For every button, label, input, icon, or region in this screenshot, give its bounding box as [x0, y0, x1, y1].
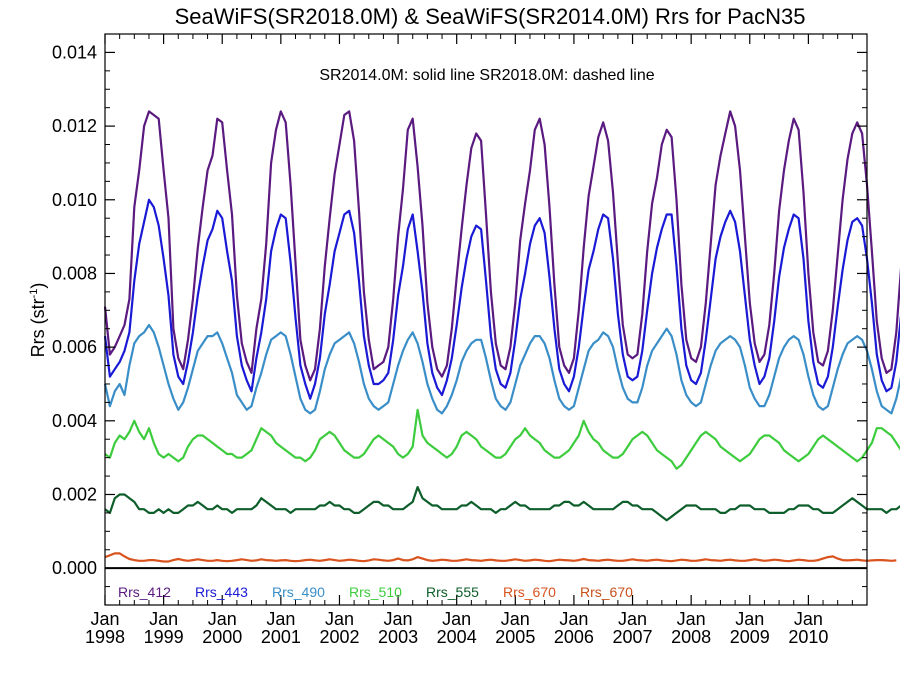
- legend-item-rrs_555-4: Rrs_555: [426, 584, 479, 600]
- x-tick-label-year: 2008: [671, 627, 711, 647]
- y-tick-label: 0.002: [52, 484, 97, 504]
- y-tick-label: 0.008: [52, 263, 97, 283]
- x-tick-label-month: Jan: [90, 609, 119, 629]
- legend-item-rrs_490-2: Rrs_490: [272, 584, 325, 600]
- x-tick-label-month: Jan: [677, 609, 706, 629]
- series-line-rrs_412-0: [103, 110, 900, 382]
- legend-item-rrs_412-0: Rrs_412: [118, 584, 171, 600]
- y-tick-label: 0.010: [52, 190, 97, 210]
- x-tick-label-month: Jan: [794, 609, 823, 629]
- x-tick-label-month: Jan: [559, 609, 588, 629]
- y-tick-label: 0.014: [52, 42, 97, 62]
- x-tick-label-year: 2006: [554, 627, 594, 647]
- x-tick-label-month: Jan: [325, 609, 354, 629]
- legend-item-rrs_670-6: Rrs_670: [580, 584, 633, 600]
- x-tick-label-year: 2010: [788, 627, 828, 647]
- legend-item-rrs_670-5: Rrs_670: [503, 584, 556, 600]
- x-tick-label-month: Jan: [735, 609, 764, 629]
- series-line-rrs_670-5: [104, 552, 897, 563]
- x-tick-label-month: Jan: [501, 609, 530, 629]
- series-layer: [103, 110, 900, 563]
- x-axis-ticks: Jan1998Jan1999Jan2000Jan2001Jan2002Jan20…: [85, 34, 853, 647]
- x-tick-label-month: Jan: [618, 609, 647, 629]
- x-tick-label-year: 2001: [261, 627, 301, 647]
- y-axis-label: Rrs (str-1): [28, 283, 48, 358]
- x-tick-label-month: Jan: [208, 609, 237, 629]
- x-tick-label-month: Jan: [266, 609, 295, 629]
- x-tick-label-year: 2007: [613, 627, 653, 647]
- chart-annotation: SR2014.0M: solid line SR2018.0M: dashed …: [319, 67, 654, 84]
- y-axis-label-tail: ): [28, 283, 48, 289]
- y-axis-ticks: 0.000 0.002 0.004 0.006 0.008 0.010 0.012 0.014: [52, 33, 867, 606]
- legend-item-rrs_443-1: Rrs_443: [195, 584, 248, 600]
- y-tick-label: 0.012: [52, 116, 97, 136]
- x-tick-label-month: Jan: [384, 609, 413, 629]
- y-tick-label: 0.004: [52, 411, 97, 431]
- x-tick-label-year: 2002: [319, 627, 359, 647]
- series-line-rrs_490-2: [103, 323, 900, 415]
- x-tick-label-month: Jan: [149, 609, 178, 629]
- chart-title: SeaWiFS(SR2018.0M) & SeaWiFS(SR2014.0M) …: [175, 4, 806, 29]
- y-tick-label: 0.000: [52, 558, 97, 578]
- series-line-rrs_510-3: [104, 408, 900, 470]
- y-tick-label: 0.006: [52, 337, 97, 357]
- x-tick-label-year: 2000: [202, 627, 242, 647]
- x-tick-label-year: 2005: [495, 627, 535, 647]
- x-tick-label-year: 1999: [144, 627, 184, 647]
- x-tick-label-year: 2004: [437, 627, 477, 647]
- legend-item-rrs_510-3: Rrs_510: [349, 584, 402, 600]
- x-tick-label-month: Jan: [442, 609, 471, 629]
- y-axis-label-sup: -1: [28, 289, 40, 299]
- series-line-rrs_443-1: [103, 198, 900, 400]
- y-axis-label-main: Rrs (str: [28, 298, 48, 357]
- x-tick-label-year: 2009: [730, 627, 770, 647]
- legend: Rrs_412 Rrs_443 Rrs_490 Rrs_510 Rrs_555 Rrs_6…: [118, 584, 633, 600]
- x-tick-label-year: 1998: [85, 627, 125, 647]
- series-line-rrs_555-4: [104, 486, 900, 522]
- x-tick-label-year: 2003: [378, 627, 418, 647]
